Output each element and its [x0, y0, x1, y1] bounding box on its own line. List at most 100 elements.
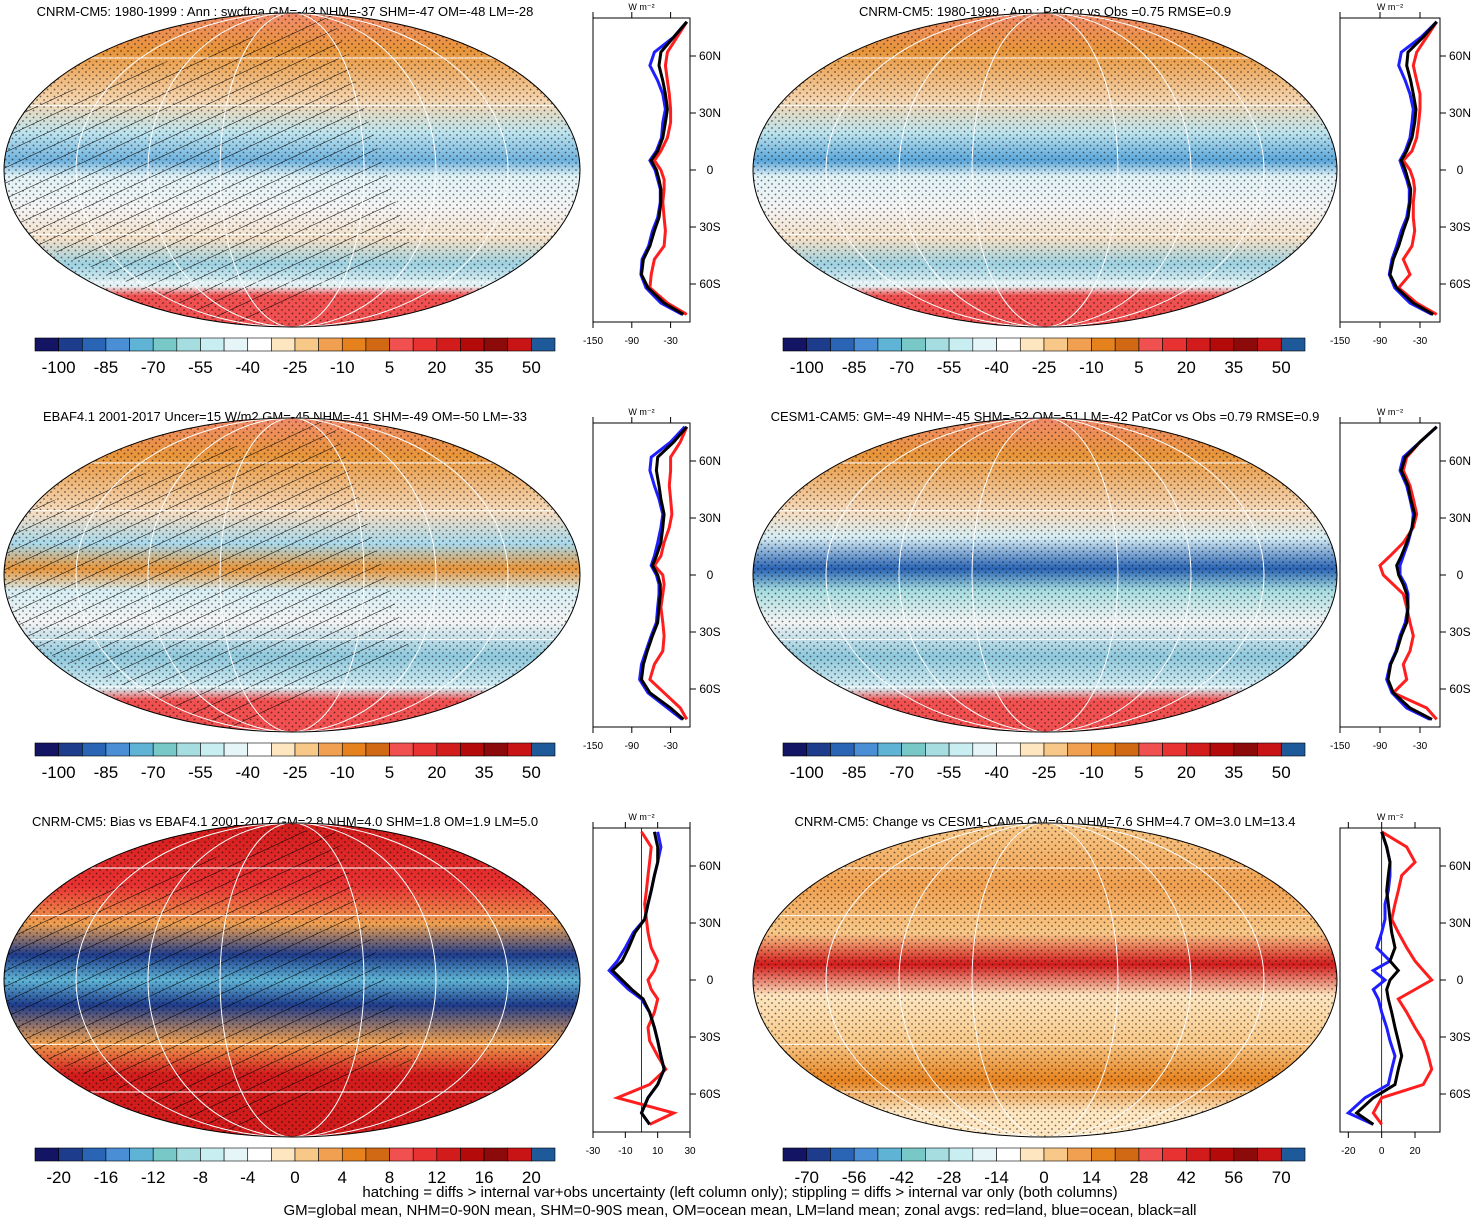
colorbar-box — [294, 742, 319, 757]
colorbar-box — [877, 337, 902, 352]
colorbar-label: -55 — [188, 358, 213, 377]
x-tick-label: -30 — [1413, 741, 1428, 752]
map — [4, 418, 580, 732]
colorbar-label: 28 — [1129, 1168, 1148, 1187]
meridian — [825, 13, 1265, 327]
colorbar-box — [294, 337, 319, 352]
y-tick-label: 0 — [1457, 163, 1464, 177]
colorbar-box — [531, 742, 556, 757]
x-tick-label: -150 — [583, 741, 603, 752]
y-tick-label: 30S — [1449, 220, 1470, 234]
colorbar-label: -14 — [984, 1168, 1009, 1187]
colorbar-box — [1186, 1147, 1211, 1162]
y-tick-label: 60N — [1449, 859, 1471, 873]
colorbar-box — [1209, 1147, 1235, 1162]
colorbar-label: -25 — [283, 763, 308, 782]
x-tick-label: -30 — [1413, 336, 1428, 347]
unit-label: W m⁻² — [628, 2, 654, 12]
meridian — [147, 823, 437, 1137]
colorbar-label: 20 — [1177, 763, 1196, 782]
y-tick-label: 60S — [699, 682, 720, 696]
colorbar-label: 0 — [1039, 1168, 1048, 1187]
x-tick-label: -90 — [1373, 741, 1388, 752]
meridian — [898, 13, 1192, 327]
colorbar-box — [152, 742, 178, 757]
colorbar-label: -40 — [235, 358, 260, 377]
y-tick-label: 60S — [1449, 682, 1470, 696]
zonal-line — [648, 426, 689, 721]
colorbar-box — [200, 742, 225, 757]
y-tick-label: 0 — [1457, 973, 1464, 987]
x-tick-label: -90 — [625, 336, 640, 347]
colorbar-label: 50 — [1272, 763, 1291, 782]
colorbar-label: -10 — [330, 358, 355, 377]
colorbar-label: -85 — [94, 763, 119, 782]
colorbar-box — [483, 742, 509, 757]
colorbar-box — [877, 1147, 902, 1162]
colorbar-box — [1067, 1147, 1092, 1162]
colorbar-label: 35 — [475, 763, 494, 782]
zonal-line — [648, 20, 689, 316]
x-tick-label: -20 — [1341, 1146, 1356, 1157]
colorbar-label: 14 — [1082, 1168, 1101, 1187]
colorbar-box — [105, 337, 130, 352]
y-tick-label: 0 — [1457, 568, 1464, 582]
colorbar-box — [271, 337, 296, 352]
colorbar-label: -55 — [188, 763, 213, 782]
colorbar-box — [341, 1147, 367, 1162]
colorbar-box — [460, 1147, 485, 1162]
colorbar-label: -20 — [46, 1168, 71, 1187]
colorbar-box — [81, 1147, 107, 1162]
colorbar-box — [152, 337, 178, 352]
map — [753, 13, 1337, 327]
x-tick-label: -150 — [1330, 336, 1350, 347]
meridian — [971, 823, 1119, 1137]
map-border — [752, 822, 1338, 1138]
colorbar-label: 5 — [385, 358, 394, 377]
hatching — [4, 823, 412, 1137]
map — [753, 418, 1337, 732]
y-tick-label: 30N — [1449, 511, 1471, 525]
colorbar-box — [1091, 337, 1116, 352]
map-border — [752, 12, 1338, 328]
zonal-line — [610, 831, 666, 1126]
colorbar-label: -70 — [889, 358, 914, 377]
colorbar-box — [1138, 742, 1163, 757]
colorbar-box — [531, 337, 556, 352]
map — [4, 13, 580, 327]
colorbar-box — [1186, 337, 1211, 352]
colorbar-label: -100 — [790, 763, 824, 782]
colorbar-label: 20 — [1177, 358, 1196, 377]
colorbar-label: 8 — [385, 1168, 394, 1187]
meridian — [971, 13, 1119, 327]
colorbar-label: -100 — [790, 358, 824, 377]
x-tick-label: -90 — [1373, 336, 1388, 347]
map-border — [752, 417, 1338, 733]
colorbar-box — [223, 337, 249, 352]
colorbar-box — [58, 337, 83, 352]
colorbar-box — [1280, 742, 1306, 757]
x-tick-label: -150 — [1330, 741, 1350, 752]
map-border — [3, 822, 581, 1138]
colorbar-box — [877, 742, 902, 757]
colorbar-box — [389, 1147, 414, 1162]
colorbar-label: -70 — [141, 763, 166, 782]
colorbar-box — [176, 337, 201, 352]
x-tick-label: 10 — [652, 1146, 664, 1157]
panel-title: CNRM-CM5: 1980-1999 : Ann : PatCor vs Ob… — [859, 4, 1231, 19]
zonal-line — [1378, 425, 1438, 721]
colorbar-box — [853, 1147, 879, 1162]
colorbar-box — [1114, 337, 1140, 352]
colorbar-label: 42 — [1177, 1168, 1196, 1187]
colorbar-label: 35 — [475, 358, 494, 377]
map-border — [3, 12, 581, 328]
zonal-line — [1386, 425, 1438, 721]
meridian — [898, 418, 1192, 732]
colorbar-label: 5 — [1134, 358, 1143, 377]
colorbar-box — [1280, 1147, 1306, 1162]
y-tick-label: 0 — [707, 973, 714, 987]
map — [753, 823, 1337, 1137]
meridian — [75, 823, 509, 1137]
colorbar-box — [1233, 337, 1258, 352]
